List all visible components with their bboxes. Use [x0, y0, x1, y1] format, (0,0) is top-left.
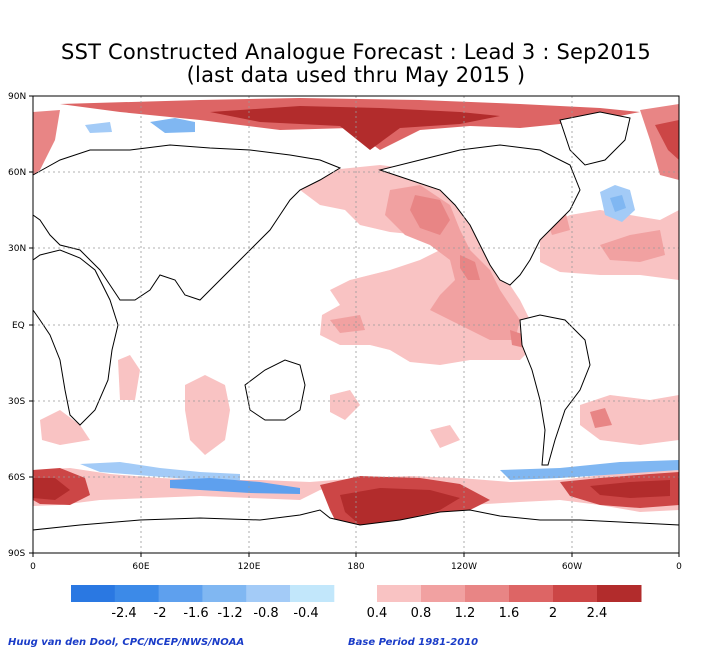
- lat-label: 90N: [8, 92, 26, 102]
- lon-label: 120W: [451, 562, 477, 572]
- lat-label: 90S: [8, 549, 25, 559]
- lat-label: 30S: [8, 397, 25, 407]
- colorbar-positive: [377, 585, 642, 602]
- lat-label: 60S: [8, 473, 25, 483]
- colorbar-swatch-negative: [246, 585, 291, 602]
- colorbar-swatch-positive: [553, 585, 598, 602]
- colorbar-swatch-negative: [290, 585, 335, 602]
- colorbar-label: -1.2: [217, 606, 242, 621]
- colorbar-swatch-positive: [465, 585, 510, 602]
- lat-label: 60N: [8, 168, 26, 178]
- colorbar-label: -0.4: [293, 606, 318, 621]
- colorbar-swatch-positive: [377, 585, 422, 602]
- colorbar-label: -1.6: [183, 606, 208, 621]
- colorbar-label: 2.4: [587, 606, 608, 621]
- colorbar-swatch-negative: [71, 585, 116, 602]
- colorbar-swatch-positive: [597, 585, 642, 602]
- lon-label: 180: [347, 562, 364, 572]
- graticule: [33, 96, 679, 553]
- colorbar-labels-negative: -2.4 -2 -1.6 -1.2 -0.8 -0.4: [111, 606, 318, 621]
- colorbar-label: 0.4: [367, 606, 388, 621]
- colorbar-label: -2.4: [111, 606, 136, 621]
- colorbar-label: 1.2: [455, 606, 476, 621]
- colorbar-swatch-negative: [158, 585, 203, 602]
- colorbar-label: 2: [549, 606, 557, 621]
- anomaly-shading: [33, 98, 679, 535]
- lat-label: EQ: [12, 321, 25, 331]
- colorbar-labels-positive: 0.4 0.8 1.2 1.6 2 2.4: [367, 606, 608, 621]
- lon-label: 0: [30, 562, 36, 572]
- credit-base-period: Base Period 1981-2010: [348, 637, 479, 648]
- lon-label: 60W: [562, 562, 582, 572]
- map-title: SST Constructed Analogue Forecast : Lead…: [61, 40, 651, 64]
- map-subtitle: (last data used thru May 2015 ): [186, 63, 526, 87]
- lon-label: 60E: [132, 562, 149, 572]
- lon-label: 120E: [238, 562, 261, 572]
- colorbar-label: 1.6: [499, 606, 520, 621]
- colorbar-label: -0.8: [253, 606, 278, 621]
- lat-label: 30N: [8, 244, 26, 254]
- colorbar-negative: [71, 585, 335, 602]
- colorbar-swatch-negative: [114, 585, 160, 602]
- latitude-labels: 90N 60N 30N EQ 30S 60S 90S: [8, 92, 26, 559]
- colorbar-swatch-positive: [421, 585, 466, 602]
- ticks: [29, 95, 680, 557]
- longitude-labels: 0 60E 120E 180 120W 60W 0: [30, 562, 682, 572]
- colorbar-swatch-positive: [509, 585, 554, 602]
- colorbar-swatch-negative: [202, 585, 247, 602]
- credit-author: Huug van den Dool, CPC/NCEP/NWS/NOAA: [8, 637, 245, 648]
- colorbar-label: 0.8: [411, 606, 432, 621]
- lon-label: 0: [676, 562, 682, 572]
- colorbar-label: -2: [154, 606, 167, 621]
